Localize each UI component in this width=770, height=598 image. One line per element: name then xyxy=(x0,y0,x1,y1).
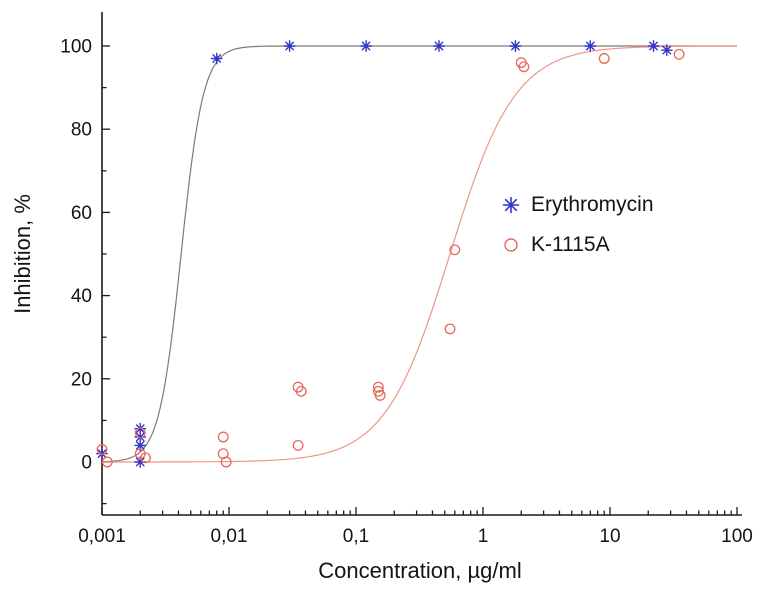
circle-data-point-marker xyxy=(372,381,384,393)
k1115a-fit-curve xyxy=(102,45,737,463)
k1115a-points xyxy=(96,48,685,468)
legend-label-k1115a: K-1115A xyxy=(531,233,610,256)
circle-data-point-marker xyxy=(292,439,304,451)
circle-data-point-marker xyxy=(444,323,456,335)
circle-data-point-marker xyxy=(518,61,530,73)
circle-data-point-marker xyxy=(449,244,461,256)
x-axis-title: Concentration, µg/ml xyxy=(318,558,521,583)
data-layer xyxy=(96,40,737,468)
circle-data-point-marker xyxy=(673,48,685,60)
x-tick-label: 0,01 xyxy=(211,526,248,547)
legend-label-erythromycin: Erythromycin xyxy=(531,193,654,216)
circle-data-point-marker xyxy=(140,452,151,464)
axes-layer: 0,001 0,01 0,1 1 10 100 0 20 40 60 80 100 xyxy=(60,12,753,547)
y-tick-label: 100 xyxy=(60,37,92,58)
asterisk-data-point-marker xyxy=(134,456,147,468)
erythromycin-fit-curve xyxy=(101,45,737,463)
circle-data-point-marker xyxy=(217,431,229,443)
y-tick-label: 40 xyxy=(71,286,92,307)
x-tick-label: 0,001 xyxy=(78,526,126,547)
circle-data-point-marker xyxy=(101,456,113,468)
asterisk-data-point-marker xyxy=(660,44,673,57)
circle-data-point-marker xyxy=(598,53,610,64)
asterisk-data-point-marker xyxy=(433,40,445,52)
asterisk-marker-icon xyxy=(502,196,520,214)
asterisk-data-point-marker xyxy=(210,52,223,65)
circle-marker-icon xyxy=(504,238,518,252)
circle-data-point-marker xyxy=(220,456,232,468)
legend-item-k1115a: K-1115A xyxy=(498,225,654,265)
y-tick-label: 60 xyxy=(71,203,92,224)
circle-data-point-marker xyxy=(96,444,108,455)
circle-data-point-marker xyxy=(374,389,386,401)
circle-data-point-marker xyxy=(295,385,307,397)
asterisk-data-point-marker xyxy=(283,40,296,52)
legend-item-erythromycin: Erythromycin xyxy=(498,185,654,225)
asterisk-data-point-marker xyxy=(360,40,372,52)
x-tick-label: 10 xyxy=(599,526,620,547)
asterisk-data-point-marker xyxy=(509,40,522,52)
y-tick-label: 80 xyxy=(71,120,92,141)
x-tick-label: 0,1 xyxy=(343,526,369,547)
y-axis-title: Inhibition, % xyxy=(10,194,35,314)
x-tick-label: 1 xyxy=(478,526,489,547)
legend: Erythromycin K-1115A xyxy=(498,185,654,265)
asterisk-data-point-marker xyxy=(647,40,660,52)
x-tick-label: 100 xyxy=(721,526,753,547)
y-tick-label: 0 xyxy=(81,453,92,474)
y-tick-label: 20 xyxy=(71,369,92,390)
circle-data-point-marker xyxy=(134,427,146,439)
asterisk-data-point-marker xyxy=(584,40,597,52)
